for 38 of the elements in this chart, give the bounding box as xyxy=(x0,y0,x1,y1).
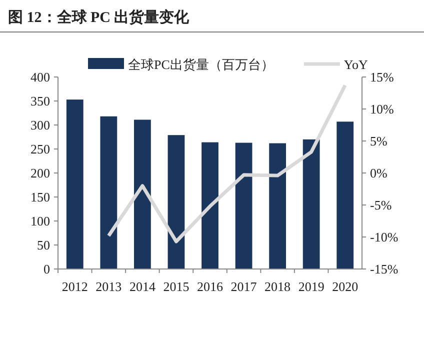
line-series xyxy=(106,84,347,244)
y-tick-label: 300 xyxy=(30,118,50,132)
y2-tick-label: 15% xyxy=(370,70,394,84)
bar xyxy=(66,100,84,269)
y-tick-label: 50 xyxy=(37,238,50,252)
y2-tick-label: -15% xyxy=(370,262,398,276)
y-tick-label: 0 xyxy=(44,262,50,276)
y-tick-label: 100 xyxy=(30,214,50,228)
x-tick-label: 2020 xyxy=(332,279,358,294)
x-tick-label: 2013 xyxy=(96,279,122,294)
x-tick-label: 2019 xyxy=(298,279,324,294)
bar xyxy=(269,143,286,269)
y-tick-label: 200 xyxy=(30,166,50,180)
x-tick-label: 2017 xyxy=(230,279,258,294)
bar xyxy=(235,142,252,269)
x-tick-label: 2015 xyxy=(163,279,190,294)
y-tick-label: 400 xyxy=(30,70,50,84)
x-tick-label: 2016 xyxy=(197,279,224,294)
y-tick-label: 150 xyxy=(30,190,50,204)
bar xyxy=(168,135,185,269)
y-tick-label: 350 xyxy=(30,94,50,108)
chart-title: 图 12：全球 PC 出货量变化 xyxy=(8,8,190,26)
bar xyxy=(134,120,151,269)
y2-tick-label: 10% xyxy=(370,102,394,116)
y2-tick-label: 0% xyxy=(370,166,388,180)
x-tick-label: 2012 xyxy=(62,279,88,294)
bar xyxy=(336,122,354,269)
y2-tick-label: -5% xyxy=(370,198,392,212)
y2-tick-label: 5% xyxy=(370,134,388,148)
legend-label: YoY xyxy=(344,57,368,72)
y2-tick-label: -10% xyxy=(370,230,398,244)
bar xyxy=(202,142,218,269)
bar xyxy=(100,116,118,269)
legend-label: 全球PC出货量（百万台） xyxy=(128,57,274,72)
bar xyxy=(302,139,320,269)
x-tick-label: 2014 xyxy=(129,279,156,294)
y-tick-label: 250 xyxy=(30,142,50,156)
x-tick-label: 2018 xyxy=(264,279,291,294)
